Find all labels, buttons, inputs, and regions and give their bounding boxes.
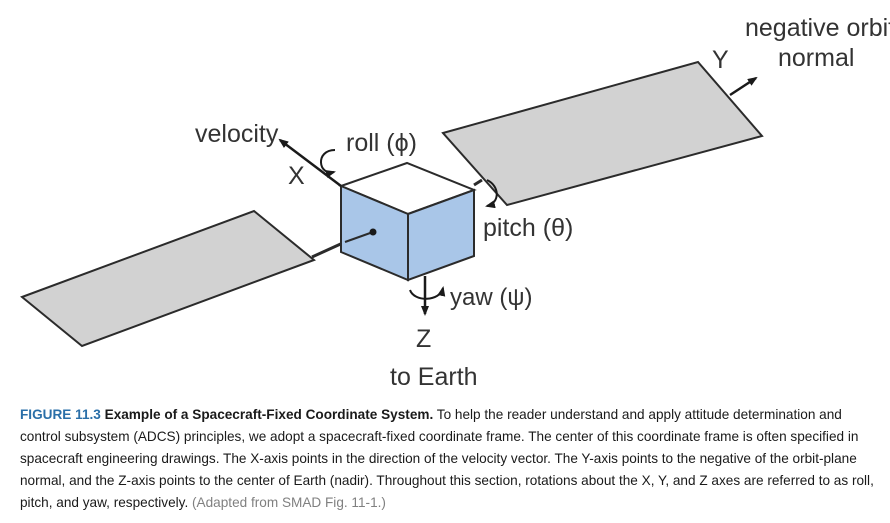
- to-earth-label: to Earth: [390, 363, 478, 391]
- x-axis-label: X: [288, 162, 305, 190]
- cube-center-line: [344, 231, 374, 243]
- y-axis-arrow: [729, 76, 758, 97]
- spacecraft-coordinate-diagram: velocity X roll (ϕ) pitch (θ) yaw (ψ) Z …: [20, 14, 890, 391]
- left-solar-panel: [20, 209, 316, 348]
- figure-number: FIGURE 11.3: [20, 407, 101, 422]
- cube-side-face: [407, 188, 475, 282]
- y-axis-label: Y: [712, 46, 729, 74]
- negative-orbit-label: negative orbit: [745, 14, 890, 42]
- z-axis-label: Z: [416, 325, 431, 353]
- pitch-label: pitch (θ): [483, 214, 573, 242]
- figure-title: Example of a Spacecraft-Fixed Coordinate…: [104, 407, 434, 422]
- yaw-rotation-icon: [409, 286, 446, 300]
- right-panel-boom: [473, 178, 483, 187]
- velocity-label: velocity: [195, 120, 279, 148]
- left-panel-boom: [311, 240, 346, 259]
- origin-point: [369, 228, 377, 236]
- right-solar-panel: [441, 60, 764, 207]
- yaw-label: yaw (ψ): [450, 284, 532, 311]
- normal-label: normal: [778, 44, 854, 72]
- x-axis-arrow: [278, 138, 342, 187]
- roll-label: roll (ϕ): [346, 129, 417, 157]
- pitch-rotation-icon: [485, 179, 498, 209]
- roll-rotation-icon: [320, 149, 336, 178]
- figure-caption: FIGURE 11.3 Example of a Spacecraft-Fixe…: [20, 404, 882, 514]
- caption-source: (Adapted from SMAD Fig. 11-1.): [192, 495, 386, 510]
- caption-body: To help the reader understand and apply …: [20, 407, 874, 510]
